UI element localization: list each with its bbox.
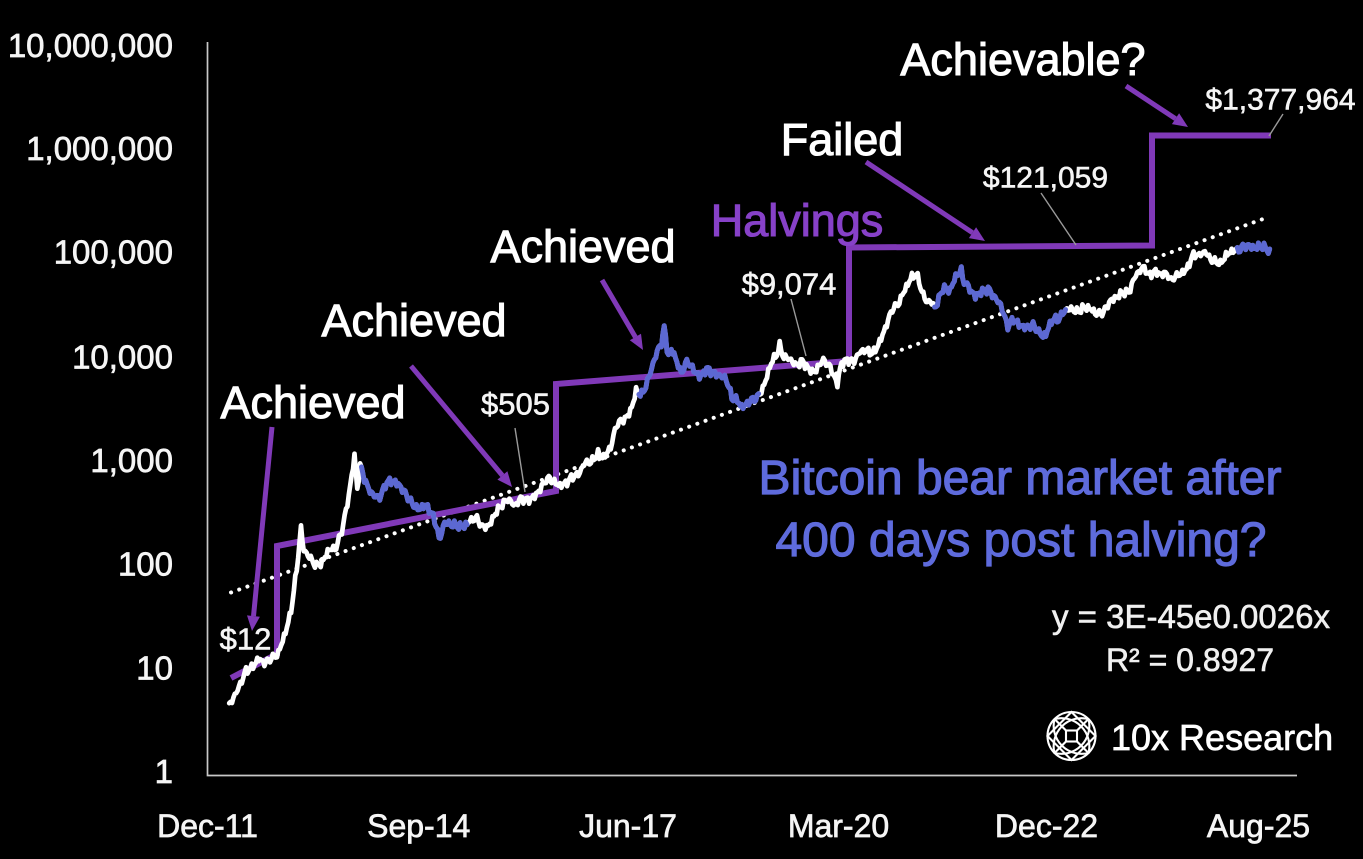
- svg-text:1,000: 1,000: [90, 442, 173, 479]
- svg-text:$505: $505: [481, 387, 550, 422]
- svg-text:10,000,000: 10,000,000: [8, 27, 173, 64]
- svg-text:10,000: 10,000: [72, 338, 173, 375]
- svg-text:Achieved: Achieved: [220, 377, 405, 428]
- svg-text:1,000,000: 1,000,000: [26, 130, 173, 167]
- svg-text:Achieved: Achieved: [490, 221, 675, 272]
- svg-text:$9,074: $9,074: [742, 267, 837, 302]
- svg-text:Aug-25: Aug-25: [1207, 808, 1310, 844]
- svg-text:Failed: Failed: [781, 114, 904, 165]
- svg-text:Halvings: Halvings: [711, 195, 884, 246]
- svg-text:R² = 0.8927: R² = 0.8927: [1106, 642, 1274, 678]
- svg-text:$121,059: $121,059: [983, 162, 1108, 195]
- svg-text:Dec-22: Dec-22: [995, 808, 1098, 844]
- svg-text:$12: $12: [220, 622, 272, 657]
- svg-text:1: 1: [155, 753, 173, 790]
- svg-text:Achievable?: Achievable?: [900, 34, 1145, 85]
- svg-text:100,000: 100,000: [54, 234, 173, 271]
- svg-text:$1,377,964: $1,377,964: [1205, 84, 1355, 117]
- svg-text:10x Research: 10x Research: [1111, 717, 1333, 758]
- svg-text:y = 3E-45e0.0026x: y = 3E-45e0.0026x: [1052, 598, 1330, 635]
- svg-text:Mar-20: Mar-20: [788, 808, 889, 844]
- svg-text:Achieved: Achieved: [321, 295, 506, 346]
- svg-text:Dec-11: Dec-11: [157, 808, 258, 844]
- svg-text:400 days post halving?: 400 days post halving?: [775, 514, 1266, 567]
- svg-text:Sep-14: Sep-14: [367, 808, 470, 844]
- svg-text:Jun-17: Jun-17: [579, 808, 677, 844]
- svg-text:10: 10: [136, 650, 173, 687]
- svg-text:100: 100: [118, 546, 173, 583]
- svg-text:Bitcoin bear market after: Bitcoin bear market after: [759, 452, 1282, 505]
